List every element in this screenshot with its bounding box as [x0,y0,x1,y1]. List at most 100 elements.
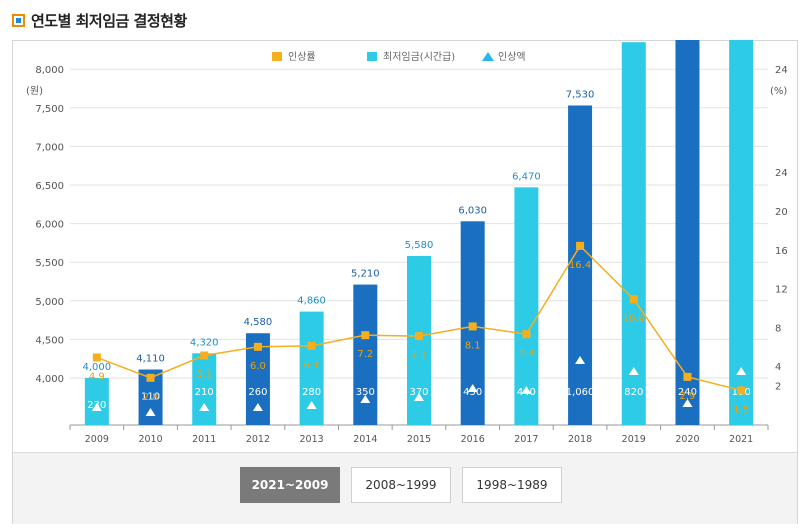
chart-frame [12,40,798,524]
rate-point [253,342,262,351]
wage-value-label: 4,320 [190,337,219,348]
x-tick-label: 2013 [300,434,324,445]
x-tick-label: 2019 [622,434,646,445]
y-right-unit: (%) [770,86,787,97]
increase-amount-marker [91,403,102,411]
rate-value-label: 7.2 [357,349,373,360]
period-button-2021-2009[interactable]: 2021~2009 [240,467,340,503]
rate-point [415,332,423,341]
wage-value-label: 7,530 [566,89,595,100]
increase-amount-marker [414,393,424,401]
x-tick-label: 2018 [568,434,592,445]
rate-value-label: 2.8 [143,392,159,403]
y-right-tick-label: 12 [775,285,788,296]
rate-value-label: 6.1 [304,360,320,371]
rate-point [576,241,585,250]
rate-point [146,373,155,382]
rate-value-label: 6.0 [250,361,266,372]
increase-amount-label: 370 [409,387,428,398]
y-left-tick-label: 4,000 [35,374,64,385]
y-right-tick-label: 24 [775,168,788,179]
section-title: 연도별 최저임금 결정현황 [12,10,187,30]
wage-value-label: 6,030 [458,205,487,216]
x-tick-label: 2011 [192,434,216,445]
increase-amount-marker [252,403,263,411]
rate-point [361,331,370,340]
rate-value-label: 8.1 [465,340,481,351]
page-title: 연도별 최저임금 결정현황 [31,11,187,30]
x-tick-label: 2009 [85,434,109,445]
wage-bar [192,353,217,425]
increase-amount-marker [145,408,156,416]
title-square-icon [12,13,25,27]
rate-value-label: 16.4 [569,260,591,271]
legend-swatch [272,52,282,61]
x-tick-label: 2015 [407,434,431,445]
wage-bar [729,40,754,426]
increase-amount-label: 260 [248,387,267,398]
rate-point [522,330,531,339]
wage-value-label: 6,470 [512,171,541,182]
rate-point [468,322,477,331]
y-right-tick-label: 16 [775,246,788,257]
rate-value-label: 2.9 [680,391,696,402]
legend-swatch [482,52,494,61]
legend-swatch [367,52,377,61]
wage-value-label: 5,580 [405,240,434,251]
y-left-tick-label: 4,500 [35,335,64,346]
rate-point [683,372,692,381]
increase-amount-label: 350 [356,387,375,398]
rate-value-label: 7.1 [411,350,427,361]
wage-value-label: 4,000 [83,362,112,373]
legend-label: 인상률 [288,51,316,63]
y-left-unit: (원) [26,85,43,97]
increase-amount-marker [575,356,586,364]
y-left-tick-label: 6,000 [35,220,64,231]
rate-point [629,295,638,304]
y-left-tick-label: 6,500 [35,181,64,192]
y-left-tick-label: 8,000 [35,65,64,76]
y-right-tick-label: 8 [775,323,781,334]
y-left-tick-label: 5,000 [35,297,64,308]
increase-amount-label: 820 [624,387,643,398]
y-right-tick-label: 24 [775,65,788,76]
wage-bar [568,105,593,425]
rate-value-label: 4.9 [89,371,105,382]
y-right-tick-label: 2 [775,382,781,393]
increase-amount-label: 450 [463,387,482,398]
rate-point [200,351,209,360]
y-right-tick-label: 4 [775,362,781,373]
increase-amount-marker [360,395,371,403]
period-button-1998-1989[interactable]: 1998~1989 [462,467,562,503]
x-tick-label: 2020 [675,434,699,445]
increase-amount-label: 1,060 [566,387,595,398]
wage-bar [675,40,700,425]
rate-value-label: 5.1 [196,370,212,381]
rate-value-label: 1.5 [733,404,749,415]
x-tick-label: 2021 [729,434,753,445]
legend-label: 인상액 [498,51,526,63]
y-left-tick-label: 7,000 [35,142,64,153]
wage-value-label: 4,860 [297,296,326,307]
increase-amount-marker [682,399,693,407]
increase-amount-marker [736,367,747,375]
y-right-tick-label: 20 [775,207,788,218]
increase-amount-marker [199,403,210,411]
period-button-2008-1999[interactable]: 2008~1999 [351,467,451,503]
increase-amount-marker [628,367,639,375]
wage-bar [621,42,646,426]
minimum-wage-chart: 4,000 4,500 5,000 5,500 6,000 6,500 7,000 7,500… [26,40,788,445]
increase-amount-label: 110 [141,392,160,403]
wage-bar [84,378,109,425]
x-tick-label: 2010 [138,434,162,445]
period-selector: 2021~2009 2008~1999 1998~1989 [13,452,797,524]
increase-amount-marker [521,386,532,394]
y-left-tick-label: 7,500 [35,104,64,115]
increase-amount-label: 210 [195,387,214,398]
wage-value-label: 5,210 [351,269,380,280]
wage-value-label: 4,580 [244,317,273,328]
y-left-tick-label: 5,500 [35,258,64,269]
x-tick-label: 2017 [514,434,538,445]
rate-value-label: 10.9 [623,313,645,324]
x-tick-label: 2014 [353,434,377,445]
